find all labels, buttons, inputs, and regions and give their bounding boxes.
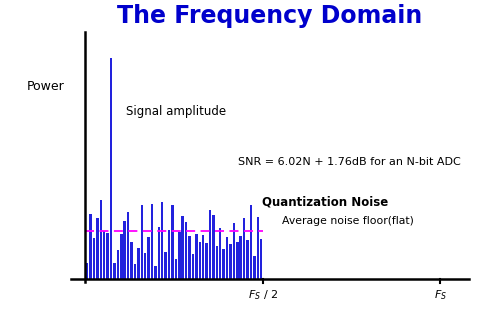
Bar [236,242,239,279]
Bar [147,237,150,279]
Text: Quantization Noise: Quantization Noise [262,196,388,209]
Bar [250,205,252,279]
Text: SNR = 6.02N + 1.76dB for an N-bit ADC: SNR = 6.02N + 1.76dB for an N-bit ADC [238,157,461,167]
Bar [256,217,259,279]
Bar [127,213,129,279]
Text: $F_S$ / 2: $F_S$ / 2 [248,288,278,302]
Bar [175,259,177,279]
Bar [93,238,95,279]
Bar [209,210,211,279]
Text: Average noise floor(flat): Average noise floor(flat) [282,216,414,226]
Bar [151,204,153,279]
Bar [144,253,146,279]
Bar [96,218,99,279]
Title: The Frequency Domain: The Frequency Domain [118,4,423,28]
Bar [185,222,187,279]
Bar [202,235,204,279]
Bar [117,250,119,279]
Bar [89,214,92,279]
Bar [168,230,170,279]
Text: Signal amplitude: Signal amplitude [126,105,226,118]
Bar [240,236,242,279]
Bar [246,240,249,279]
Bar [253,256,255,279]
Bar [107,233,109,279]
Bar [110,58,112,279]
Bar [192,254,194,279]
Bar [130,242,133,279]
Bar [260,239,263,279]
Bar [113,263,116,279]
Bar [205,243,208,279]
Bar [165,252,167,279]
Bar [188,236,191,279]
Bar [120,233,122,279]
Bar [212,215,215,279]
Text: Power: Power [26,80,64,93]
Bar [161,202,164,279]
Bar [157,227,160,279]
Bar [154,266,156,279]
Bar [103,231,106,279]
Bar [195,234,198,279]
Bar [86,263,88,279]
Bar [222,249,225,279]
Bar [226,237,228,279]
Bar [216,246,218,279]
Bar [181,216,184,279]
Bar [178,232,180,279]
Text: $F_S$: $F_S$ [434,288,447,302]
Bar [243,218,245,279]
Bar [233,223,235,279]
Bar [137,248,140,279]
Bar [229,244,232,279]
Bar [123,221,126,279]
Bar [199,242,201,279]
Bar [219,229,221,279]
Bar [141,205,143,279]
Bar [100,200,102,279]
Bar [171,205,174,279]
Bar [134,263,136,279]
